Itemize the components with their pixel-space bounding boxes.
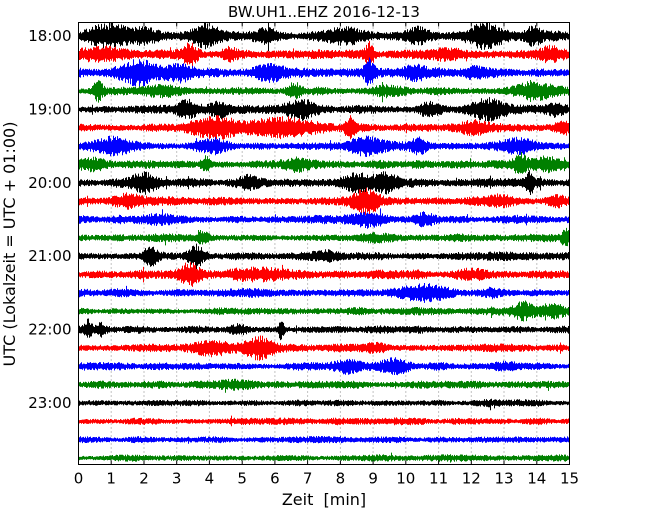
seismogram-trace-2300 [78,398,570,411]
seismogram-trace-2145 [78,300,570,322]
seismogram-trace-2315 [78,415,570,427]
seismogram-trace-2000 [78,170,570,195]
seismogram-trace-2045 [78,227,570,247]
x-tick-label: 3 [172,470,182,488]
x-tick-label: 6 [270,470,280,488]
x-tick-label: 2 [139,470,149,488]
axis-ticks [78,22,570,465]
x-tick-label: 0 [74,470,84,488]
x-axis-label: Zeit [min] [282,490,366,509]
x-tick-label: 4 [205,470,215,488]
seismogram-trace-1930 [78,135,570,157]
y-tick-label: 21:00 [28,247,71,265]
y-axis-label: UTC (Lokalzeit = UTC + 01:00) [0,122,19,367]
x-tick-label: 9 [368,470,378,488]
seismogram-trace-2215 [78,335,570,361]
x-tick-labels: 0 1 2 3 4 5 6 7 8 9 10 11 12 13 14 15 [74,470,579,488]
seismogram-trace-2245 [78,378,570,393]
x-tick-label: 12 [462,470,481,488]
seismogram-trace-1800 [78,22,570,52]
seismogram-trace-2030 [78,208,570,229]
seismogram-trace-2115 [78,262,570,287]
minute-gridlines [110,23,538,464]
seismogram-trace-2230 [78,357,570,376]
seismogram-trace-2015 [78,187,570,215]
seismogram-trace-1815 [78,40,570,69]
x-tick-label: 10 [396,470,415,488]
y-tick-label: 20:00 [28,174,71,192]
y-tick-label: 19:00 [28,100,71,118]
seismogram-trace-2200 [78,318,570,341]
y-tick-label: 22:00 [28,321,71,339]
seismogram-trace-1830 [78,57,570,87]
y-tick-label: 23:00 [28,394,71,412]
x-tick-label: 13 [494,470,513,488]
y-tick-labels: 18:00 19:00 20:00 21:00 22:00 23:00 [28,27,71,412]
seismogram-trace-2100 [78,243,570,271]
x-tick-label: 14 [527,470,546,488]
seismogram-trace-2130 [78,283,570,303]
seismogram-trace-2330 [78,436,570,444]
x-tick-label: 7 [303,470,313,488]
x-tick-label: 1 [106,470,116,488]
axes-border [78,22,570,465]
chart-title: BW.UH1..EHZ 2016-12-13 [228,3,420,21]
seismogram-trace-1845 [78,80,570,103]
x-tick-label: 11 [429,470,448,488]
y-tick-label: 18:00 [28,27,71,45]
seismogram-trace-2345 [78,452,570,463]
trace-layer [78,22,570,463]
seismogram-trace-1945 [78,152,570,174]
x-tick-label: 15 [560,470,579,488]
seismogram-trace-1915 [78,115,570,140]
x-tick-label: 5 [237,470,247,488]
x-tick-label: 8 [336,470,346,488]
seismogram-trace-1900 [78,97,570,122]
